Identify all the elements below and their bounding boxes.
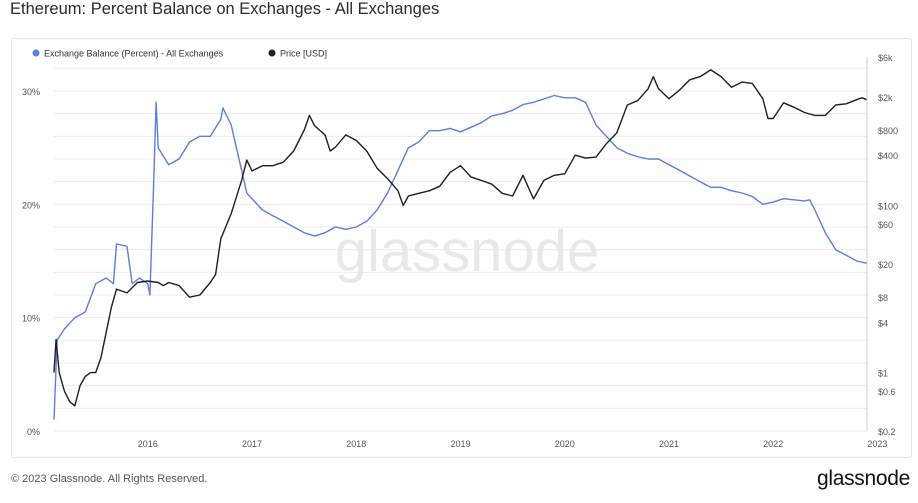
right-axis-tick-label: $400 [878,151,898,161]
right-axis-tick-label: $0.6 [878,387,896,397]
x-axis-tick-label: 2021 [659,439,679,449]
series-layer [53,69,868,420]
x-axis: 2016 2017 2018 2019 2020 2021 2022 2023 [138,439,888,449]
legend-label-balance: Exchange Balance (Percent) - All Exchang… [44,49,224,59]
footer-copyright: © 2023 Glassnode. All Rights Reserved. [11,473,208,485]
x-axis-tick-label: 2017 [242,439,262,449]
legend-marker-balance [32,49,40,57]
right-axis-tick-label: $800 [878,126,898,136]
right-axis-tick-label: $8 [878,293,888,303]
footer-logo[interactable]: glassnode [816,467,910,490]
x-axis-tick-label: 2019 [450,439,470,449]
left-axis-tick-label: 10% [22,314,40,324]
right-axis-tick-label: $2k [878,93,893,103]
chart: glassnode Exchange Balance (Percent) - A… [22,49,898,450]
series-line-price [53,69,868,407]
right-axis-tick-label: $0.2 [878,427,896,437]
left-axis: 0% 10% 20% 30% [22,87,40,437]
right-axis-tick-label: $6k [878,53,893,63]
right-axis-tick-label: $100 [878,202,898,212]
right-axis-tick-label: $20 [878,260,893,270]
x-axis-tick-label: 2018 [346,439,366,449]
x-axis-tick-label: 2022 [763,439,783,449]
watermark: glassnode [335,219,599,284]
x-axis-tick-label: 2020 [555,439,575,449]
right-axis-tick-label: $4 [878,318,888,328]
chart-card: glassnode Exchange Balance (Percent) - A… [11,38,912,458]
x-axis-tick-label: 2016 [138,439,158,449]
left-axis-tick-label: 20% [22,200,40,210]
page-title: Ethereum: Percent Balance on Exchanges -… [10,0,440,18]
left-axis-tick-label: 30% [22,87,40,97]
x-axis-tick-label: 2023 [867,439,887,449]
series-line-exchange-balance [53,94,868,420]
right-axis-tick-label: $1 [878,369,888,379]
right-axis: $0.2 $0.6 $1 $4 $8 $20 $60 $100 $400 $800 $2k $6k [878,53,898,437]
legend-label-price: Price [USD] [280,49,327,59]
legend-marker-price [268,49,276,57]
grid [54,67,867,432]
legend[interactable]: Exchange Balance (Percent) - All Exchang… [32,49,328,59]
left-axis-tick-label: 0% [27,427,40,437]
right-axis-tick-label: $60 [878,220,893,230]
